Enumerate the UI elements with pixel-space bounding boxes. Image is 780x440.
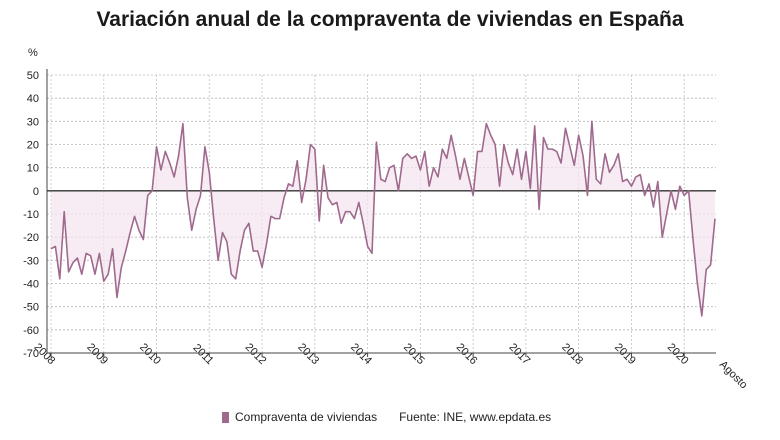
y-tick-label: -10 [23, 209, 39, 221]
x-tick-label: 2009 [84, 341, 110, 367]
legend-swatch [222, 411, 229, 423]
chart-title: Variación anual de la compraventa de viv… [96, 8, 684, 31]
y-tick-label: -40 [23, 279, 39, 291]
x-tick-label: 2012 [243, 341, 269, 367]
y-tick-label: 40 [27, 93, 39, 105]
legend: Compraventa de viviendas Fuente: INE, ww… [222, 410, 551, 424]
x-tick-label: 2019 [612, 341, 638, 367]
x-tick-label: 2013 [295, 341, 321, 367]
y-tick-label: 30 [27, 116, 39, 128]
y-axis: % -70 -60 -50 -40 -30 -20 -10 0 10 20 30 40 50 [23, 47, 48, 360]
y-tick-label: -30 [23, 255, 39, 267]
x-tick-label: 2011 [190, 342, 215, 367]
x-tick-label-last: Agosto [717, 359, 750, 392]
y-axis-label: % [28, 47, 38, 59]
y-tick-label: -60 [23, 325, 39, 337]
y-tick-label: 0 [33, 186, 39, 198]
y-tick-label: -50 [23, 302, 39, 314]
x-axis: 2008 2009 2010 2011 2012 2013 2014 2015 2016 2017… [32, 341, 750, 391]
x-tick-label: 2010 [137, 341, 163, 367]
legend-label: Compraventa de viviendas [235, 410, 378, 424]
y-tick-label: -70 [23, 348, 39, 360]
series-line [50, 120, 716, 317]
y-tick-label: 20 [27, 140, 39, 152]
series [47, 120, 716, 317]
gridlines [47, 74, 716, 354]
y-tick-label: 50 [27, 70, 39, 82]
y-tick-label: -20 [23, 232, 39, 244]
x-tick-label: 2020 [665, 341, 691, 367]
x-tick-label: 2017 [506, 341, 532, 367]
x-tick-label: 2015 [401, 341, 427, 367]
x-tick-label: 2016 [454, 341, 480, 367]
x-tick-label: 2014 [348, 341, 374, 367]
y-tick-label: 10 [27, 163, 39, 175]
series-area [51, 121, 715, 316]
x-tick-label: 2018 [559, 341, 585, 367]
source-note: Fuente: INE, www.epdata.es [399, 410, 552, 424]
